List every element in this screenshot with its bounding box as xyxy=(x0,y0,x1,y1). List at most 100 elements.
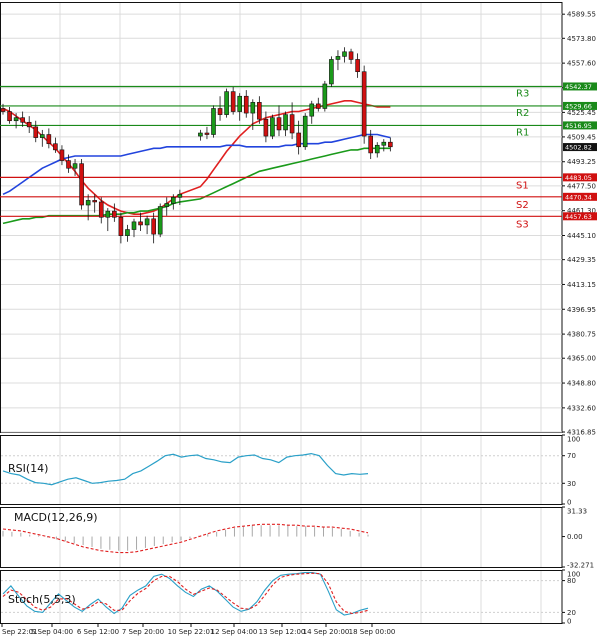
price-tick-label: 4429.35 xyxy=(567,256,596,264)
time-tick-label: Sep 22:01 xyxy=(2,628,38,636)
rsi-panel-frame xyxy=(0,435,563,505)
candle-body xyxy=(125,229,130,236)
candle-body xyxy=(13,117,19,122)
macd-signal-line xyxy=(2,523,369,554)
candle-body xyxy=(348,51,354,60)
price-tick-label: 4332.60 xyxy=(567,404,596,412)
pivot-level-tag xyxy=(563,101,597,110)
candle-body xyxy=(33,126,39,138)
candle-body xyxy=(198,132,203,137)
stoch-d-line xyxy=(2,572,369,615)
rsi-tick-label: 100 xyxy=(567,436,580,444)
pivot-level-name: S1 xyxy=(516,180,529,191)
price-tick-label: 4445.10 xyxy=(567,232,596,240)
candle-body xyxy=(131,221,137,230)
candle-body xyxy=(257,102,262,120)
candle-body xyxy=(20,117,25,123)
candle-body xyxy=(138,221,143,226)
pivot-level-value: 4457.63 xyxy=(565,213,592,221)
candle-body xyxy=(164,203,170,207)
candle-body xyxy=(92,200,97,203)
candle-body xyxy=(118,216,124,236)
candle-body xyxy=(105,210,111,218)
price-tick-label: 4557.60 xyxy=(567,60,596,68)
candle-body xyxy=(211,108,216,135)
candle-body xyxy=(263,118,269,137)
stoch-tick-label: 20 xyxy=(567,609,576,617)
pivot-level-name: S2 xyxy=(516,200,529,211)
pivot-level-value: 4483.05 xyxy=(565,174,592,182)
macd-tick-label: 0.00 xyxy=(567,533,583,541)
pivot-level-tag xyxy=(563,192,597,201)
candle-body xyxy=(98,201,104,218)
pivot-level-value: 4529.66 xyxy=(565,102,592,110)
price-tick-label: 4573.80 xyxy=(567,35,596,43)
candle-body xyxy=(309,103,315,117)
pivot-level-name: S3 xyxy=(516,219,529,230)
candle-body xyxy=(289,114,295,134)
time-tick-label: 12 Sep 04:00 xyxy=(211,628,258,636)
candle-body xyxy=(276,117,282,131)
rsi-tick-label: 70 xyxy=(567,452,576,460)
time-tick-label: 14 Sep 20:00 xyxy=(303,628,350,636)
moving-average-line-1 xyxy=(2,100,391,215)
price-panel-frame xyxy=(0,2,563,433)
candle-body xyxy=(53,143,58,151)
pivot-level-name: R2 xyxy=(516,108,529,119)
price-tick-label: 4365.00 xyxy=(567,355,596,363)
price-tick-label: 4316.85 xyxy=(567,429,596,437)
candle-body xyxy=(151,218,156,235)
time-tick-label: 10 Sep 22:01 xyxy=(168,628,215,636)
candle-body xyxy=(250,102,256,114)
rsi-line xyxy=(2,452,369,486)
candle-body xyxy=(171,197,176,204)
price-tick-label: 4348.80 xyxy=(567,380,596,388)
current-price-label: 4502.82 xyxy=(565,144,592,152)
candle-body xyxy=(144,218,150,226)
candle-body xyxy=(270,117,275,137)
candle-body xyxy=(368,135,374,154)
rsi-tick-label: 30 xyxy=(567,480,576,488)
candle-body xyxy=(79,163,84,206)
candle-body xyxy=(224,91,229,115)
candle-body xyxy=(322,83,328,109)
price-tick-label: 4461.30 xyxy=(567,207,596,215)
price-tick-label: 4477.50 xyxy=(567,182,596,190)
candle-body xyxy=(85,200,91,206)
pivot-level-tag xyxy=(563,212,597,221)
stoch-k-line xyxy=(2,572,369,616)
candle-body xyxy=(0,108,6,112)
macd-tick-label: -32.271 xyxy=(567,562,594,570)
candle-body xyxy=(59,149,65,161)
candle-body xyxy=(177,193,183,198)
macd-panel-frame xyxy=(0,507,563,568)
time-tick-label: 13 Sep 12:00 xyxy=(259,628,306,636)
stoch-panel-frame xyxy=(0,570,563,624)
candle-body xyxy=(26,121,32,128)
price-tick-label: 4396.95 xyxy=(567,306,596,314)
candle-body xyxy=(230,91,236,112)
candle-body xyxy=(283,114,288,131)
pivot-level-tag xyxy=(563,82,597,91)
candle-body xyxy=(361,71,367,137)
candle-body xyxy=(217,108,223,115)
pivot-level-tag xyxy=(563,173,597,182)
time-tick-label: 6 Sep 12:00 xyxy=(77,628,119,636)
candle-body xyxy=(381,141,387,146)
candle-body xyxy=(296,132,301,148)
candle-body xyxy=(302,115,308,148)
pivot-level-name: R3 xyxy=(516,88,529,99)
rsi-title: RSI(14) xyxy=(8,462,48,475)
macd-title: MACD(12,26,9) xyxy=(14,511,98,524)
pivot-level-value: 4542.37 xyxy=(565,83,592,91)
candle-body xyxy=(39,134,45,138)
stoch-title: Stoch(5,5,3) xyxy=(8,593,76,606)
stoch-tick-label: 0 xyxy=(567,618,571,626)
pivot-level-value: 4516.95 xyxy=(565,122,592,130)
candle-body xyxy=(112,210,117,218)
candle-body xyxy=(342,51,347,57)
rsi-tick-label: 0 xyxy=(567,499,571,507)
candle-body xyxy=(72,163,78,169)
candle-body xyxy=(46,134,52,145)
